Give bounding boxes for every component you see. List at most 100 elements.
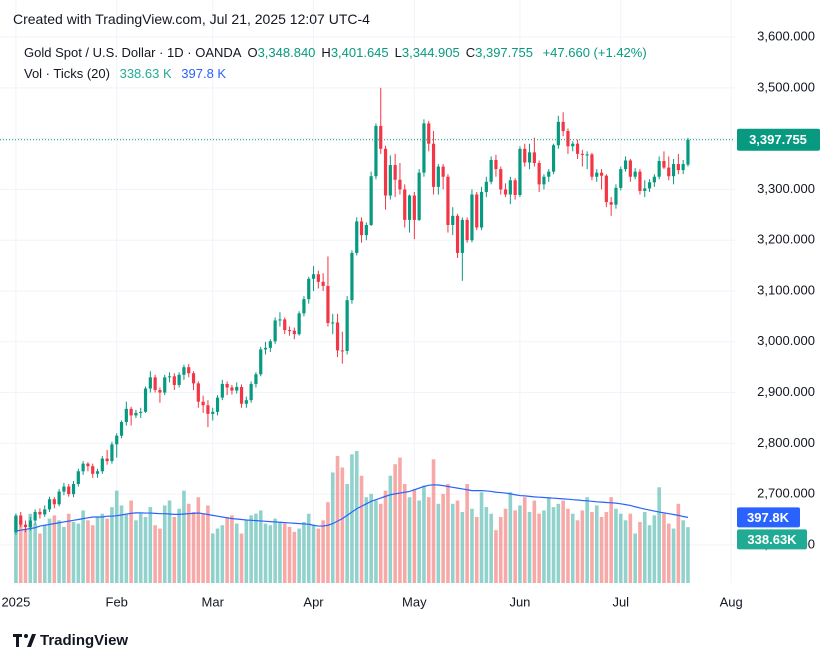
candle-body [479,191,484,228]
volume-bar [172,517,177,583]
candle-body [187,367,191,374]
volume-bar [671,528,676,583]
last-price-label: 3,397.755 [749,132,807,147]
volume-bar [167,500,172,583]
volume-bar [642,512,647,583]
candle-body [527,152,532,163]
volume-bar [38,533,42,583]
candle-body [33,511,37,521]
candle-body [263,347,268,350]
candle-body [628,160,632,177]
candle-body [686,139,690,165]
candle-body [441,166,445,177]
volume-bar [321,520,325,583]
candle-body [499,169,503,190]
volume-bar [508,492,513,583]
change: +47.660 (+1.42%) [542,45,647,60]
candle-body [518,148,522,196]
volume-bar [66,513,71,583]
candle-body [595,172,599,177]
candle-body [379,125,383,149]
y-tick-label: 3,300.000 [757,181,815,196]
volume-bar [282,523,287,583]
candle-body [436,166,440,187]
candle-body [489,159,493,182]
volume-bar [441,493,445,583]
candle-body [388,165,392,196]
volume-bar [263,523,268,583]
axes: 2,600.0002,700.0002,800.0002,900.0003,00… [1,29,820,609]
volume-bar [484,507,489,583]
volume-bar [422,485,426,583]
volume-bar [532,500,537,583]
volume-bar [239,533,244,583]
candle-body [273,320,277,342]
candle-body [76,471,80,484]
volume-bar [426,497,431,583]
candle-body [609,202,613,205]
volume-bar [268,525,273,583]
ohlc-value: 3,348.840 [257,45,316,60]
volume-title: Vol · Ticks (20) [24,66,110,81]
volume-bar [522,497,527,583]
volume-bar [71,521,76,583]
candle-body [100,458,104,472]
candle-body [340,350,344,352]
volume-bar [42,525,47,583]
candle-body [268,341,272,348]
volume-bar [542,510,546,583]
volume-bar [503,508,508,583]
x-tick-label: Mar [202,594,225,609]
volume-bar [124,513,129,583]
candle-body [633,171,637,177]
volume-bar [330,472,335,583]
candle-body [244,400,248,404]
volume-bar [110,507,114,583]
candle-body [494,159,498,170]
candle-body [431,143,436,187]
volume-bar [153,525,157,583]
candle-body [566,131,570,147]
price-legend: Gold Spot / U.S. Dollar · 1D · OANDA O3,3… [24,45,647,60]
candle-body [110,444,114,462]
volume-bar [446,484,450,583]
candle-body [201,401,205,406]
candle-body [259,349,263,375]
x-tick-label: Aug [720,594,743,609]
candle-body [283,319,287,331]
candle-body [297,313,301,335]
volume-bar [628,513,633,583]
volume-bar [57,520,61,583]
ohlc-key: L [394,45,402,60]
volume-bar [412,488,417,583]
candle-body [119,422,124,436]
candle-body [331,322,335,324]
volume-bar [220,525,225,583]
volume-bar [210,533,215,583]
candle-body [129,408,133,416]
volume-bar [350,454,354,583]
candle-body [316,274,320,282]
candle-body [422,123,426,173]
candle-body [547,171,551,177]
volume-bar [114,490,119,583]
candle-body [465,219,469,241]
volume-bar [369,493,373,583]
volume-bar [575,520,580,583]
volume-bar [182,490,186,583]
volume-bar [398,457,402,583]
volume-bar [604,512,609,583]
volume-bar [566,508,570,583]
candle-body [47,499,52,510]
volume-bar [52,515,57,583]
grid [0,0,735,583]
candle-body [537,163,541,185]
ohlc-key: O [247,45,258,60]
volume-ma-value: 397.8 K [181,66,227,81]
candle-body [158,390,162,393]
candle-body [652,176,656,183]
candle-body [311,274,316,279]
candle-body [230,387,234,391]
price-pane [0,87,735,535]
candle-body [28,520,32,528]
